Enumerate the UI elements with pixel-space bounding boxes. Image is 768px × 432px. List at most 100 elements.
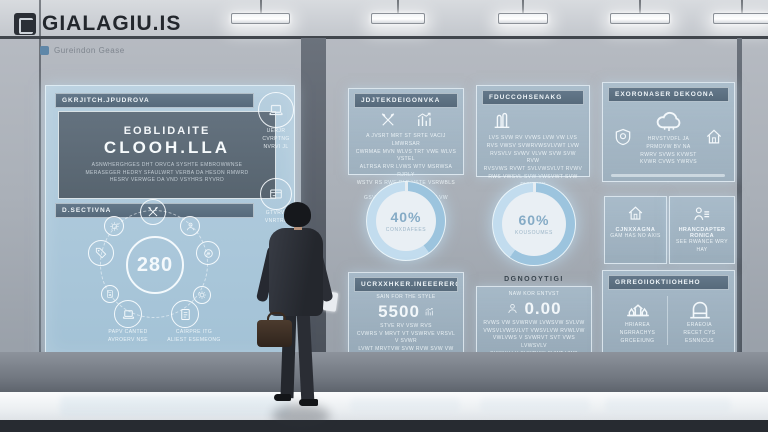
- col-a-bottom-card: UCRXXHKER.INEEERERQES SAIN FOR THE STYLE…: [348, 272, 464, 406]
- wall-base: [0, 352, 768, 392]
- man-neck: [294, 224, 302, 230]
- pendant-light: [498, 0, 548, 24]
- wall-seam: [39, 0, 41, 38]
- person-kpi-icon: [506, 302, 519, 315]
- trend-arrow-icon: [424, 307, 434, 317]
- brand-logo-icon: [14, 13, 36, 35]
- col-c-icon-row: HRVSTVDFL JA PRMOVW BV NA RWRV SVWS KVWS…: [603, 106, 734, 167]
- card-reflection: [605, 398, 731, 412]
- col-b-bottom-group: DGNOOYTIGI NAW KOR ENTVST 0.00 RVWS VW S…: [476, 276, 592, 380]
- col-c-cell-2-label: ERAEOIA RECET CYS ESNNICUS: [683, 322, 716, 344]
- brand-logo-text: GIALAGIU.IS: [42, 12, 182, 35]
- col-b-bottom-sub: NAW KOR ENTVST: [508, 291, 560, 297]
- pendant-light: [713, 0, 768, 24]
- col-b-top-body: LVS SVW RV VVWS LVW VW LVS RVS VWSV SVWR…: [483, 135, 583, 188]
- document-icon: [171, 300, 199, 328]
- cycle-center-value: 280: [136, 253, 174, 276]
- briefcase-handle: [267, 312, 286, 325]
- col-c-top-card: EXORONASER DEKOONA HRVSTVDFL JA PRMOVW B…: [602, 82, 735, 182]
- laptop-icon: [114, 300, 142, 328]
- ceiling-beam: [0, 36, 768, 39]
- kpi-5500: 5500: [378, 301, 420, 321]
- cycle-caption-left: PAPV CANTED AVROERV NSE: [107, 329, 149, 343]
- man-reflection: [272, 404, 330, 428]
- card-reflection: [350, 398, 460, 412]
- cloud-block: HRVSTVDFL JA PRMOVW BV NA RWRV SVWS KVWS…: [640, 106, 697, 167]
- house-trees-icon: [625, 296, 651, 322]
- man-suit-torso: [269, 228, 323, 316]
- man-shoe: [274, 394, 291, 401]
- wall-divider: [737, 38, 742, 358]
- badge-1-caption: UERJR CVRPTNG NVRVI JL: [262, 128, 290, 150]
- man-hair: [284, 202, 311, 227]
- bar-chart-icon: [415, 111, 433, 129]
- col-c-cell-1: HRIAREA NGRRACHYS GRCEEIUNG: [609, 296, 668, 346]
- left-panel-header: GKRJITCH.JPUDROVA: [55, 93, 254, 108]
- col-c-card-1: CJNXXAGNA GAM HAS NO AXIS: [604, 196, 667, 264]
- col-c-card-1-label: CJNXXAGNA: [615, 227, 656, 233]
- tag-icon: [88, 240, 114, 266]
- cloud-icon: [652, 106, 686, 136]
- brand-lockup: GIALAGIU.IS: [14, 12, 181, 36]
- col-c-card-2: HRANCDAPTER RONICA SEE RWANCE WRY HAY: [669, 196, 735, 264]
- floor-edge: [0, 420, 768, 432]
- panel-badge-2: GTVRW VNRTRL: [254, 178, 298, 226]
- pendant-light: [371, 0, 425, 24]
- laptop-badge-icon: [258, 92, 294, 128]
- cycle-center-circle: 280: [126, 236, 184, 294]
- brand-tagline-row: Gureindon Gease: [40, 46, 125, 55]
- donut-a-notch: [405, 182, 408, 192]
- col-c-top-header: EXORONASER DEKOONA: [608, 87, 729, 102]
- home-card-icon: [626, 204, 645, 223]
- col-b-bottom-header: DGNOOYTIGI: [504, 276, 564, 283]
- title-body: ASNWHERGHGES DHT ORVCA SYSHTE EMBROWWNSE…: [85, 161, 249, 184]
- person-chart-icon: [692, 204, 712, 223]
- col-c-bottom-header: GRREOIIOKTIIOHEHO: [608, 275, 729, 290]
- wall-seam: [39, 38, 41, 356]
- col-a-icons: [349, 111, 463, 129]
- left-dashboard-panel: GKRJITCH.JPUDROVA EOBLIDAITE CLOOH.LLA A…: [45, 85, 295, 357]
- donut-b-label: KOUSOUMES: [515, 230, 553, 236]
- progress-strip: [611, 174, 725, 177]
- wrench-icon: [140, 199, 166, 225]
- home-icon: [704, 127, 724, 147]
- title-line2: CLOOH.LLA: [103, 137, 231, 157]
- col-c-cell-2: ERAEOIA RECET CYS ESNNICUS: [671, 296, 729, 345]
- col-c-card-2-sub: SEE RWANCE WRY HAY: [676, 239, 728, 253]
- card-reflection: [480, 398, 590, 412]
- donut-chart-a: 40% CONXDAFEES: [366, 181, 446, 261]
- pendant-light: [231, 0, 290, 24]
- man-shoe: [299, 399, 318, 406]
- col-c-bottom-card: GRREOIIOKTIIOHEHO HRIAREA NGRRACHYS GRCE…: [602, 270, 735, 360]
- title-line1: EOBLIDAITE: [123, 124, 211, 137]
- donut-a-label: CONXDAFEES: [385, 227, 427, 233]
- kpi-000: 0.00: [524, 298, 562, 318]
- doc-small-icon: [101, 285, 119, 303]
- col-a-top-header: JDJTEKDEIGONVKA: [354, 93, 458, 108]
- pendant-light: [610, 0, 670, 24]
- gear-small-icon: [104, 216, 124, 236]
- card-badge-icon: [260, 178, 292, 210]
- coin-icon: [196, 241, 220, 265]
- col-a-bottom-header: UCRXXHKER.INEEERERQES: [354, 277, 458, 292]
- donut-chart-b: 60% KOUSOUMES: [492, 182, 576, 266]
- cycle-caption-right: CAIRPRE ITG ALIEST ESEMEONG: [167, 329, 221, 343]
- col-b-icon-row: [477, 109, 589, 131]
- arch-icon: [687, 296, 713, 322]
- col-c-card-1-sub: GAM HAS NO AXIS: [610, 233, 661, 239]
- bars-icon: [491, 109, 513, 131]
- badge-2-caption: GTVRW VNRTRL: [264, 210, 288, 224]
- col-a-top-card: JDJTEKDEIGONVKA A JVSRT MRT ST SRTE VACI…: [348, 88, 464, 209]
- donut-a-value: 40%: [390, 209, 422, 225]
- briefcase: [257, 320, 292, 347]
- col-c-cell-1-label: HRIAREA NGRRACHYS GRCEEIUNG: [619, 322, 656, 344]
- col-c-card-2-label: HRANCDAPTER RONICA: [678, 227, 726, 239]
- gear-icon: [193, 286, 211, 304]
- col-b-bottom-card: NAW KOR ENTVST 0.00 RVWS VW SVWRVW LVWSV…: [476, 286, 592, 380]
- donut-b-notch: [533, 183, 536, 193]
- shield-icon: [613, 127, 633, 147]
- crossed-tools-icon: [379, 111, 397, 129]
- panel-badge-1: UERJR CVRPTNG NVRVI JL: [254, 92, 298, 151]
- tagline-square-icon: [40, 46, 49, 55]
